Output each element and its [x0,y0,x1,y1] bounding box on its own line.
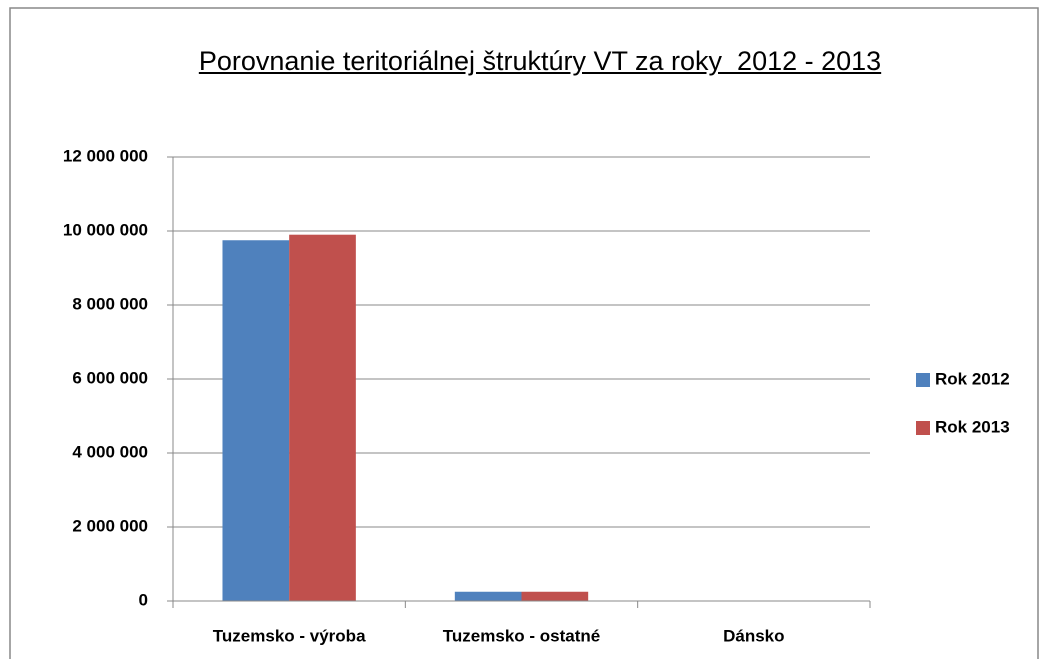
y-tick-label: 10 000 000 [63,220,148,239]
y-tick-label: 12 000 000 [63,146,148,165]
chart-title: Porovnanie teritoriálnej štruktúry VT za… [198,46,882,76]
x-tick-label: Dánsko [723,626,784,645]
bar [289,234,356,601]
bar [454,591,522,601]
x-tick-label: Tuzemsko - ostatné [443,626,600,645]
y-tick-label: 8 000 000 [72,294,148,313]
y-tick-label: 2 000 000 [72,516,148,535]
x-tick-label: Tuzemsko - výroba [213,626,366,645]
legend-swatch [916,421,930,435]
chart-frame [9,7,1039,659]
y-tick-label: 6 000 000 [72,368,148,387]
legend-label: Rok 2012 [935,369,1010,388]
legend-label: Rok 2013 [935,417,1010,436]
y-tick-label: 0 [139,590,148,609]
bar [222,240,290,601]
bar [521,591,589,601]
legend-swatch [916,373,930,387]
y-tick-label: 4 000 000 [72,442,148,461]
